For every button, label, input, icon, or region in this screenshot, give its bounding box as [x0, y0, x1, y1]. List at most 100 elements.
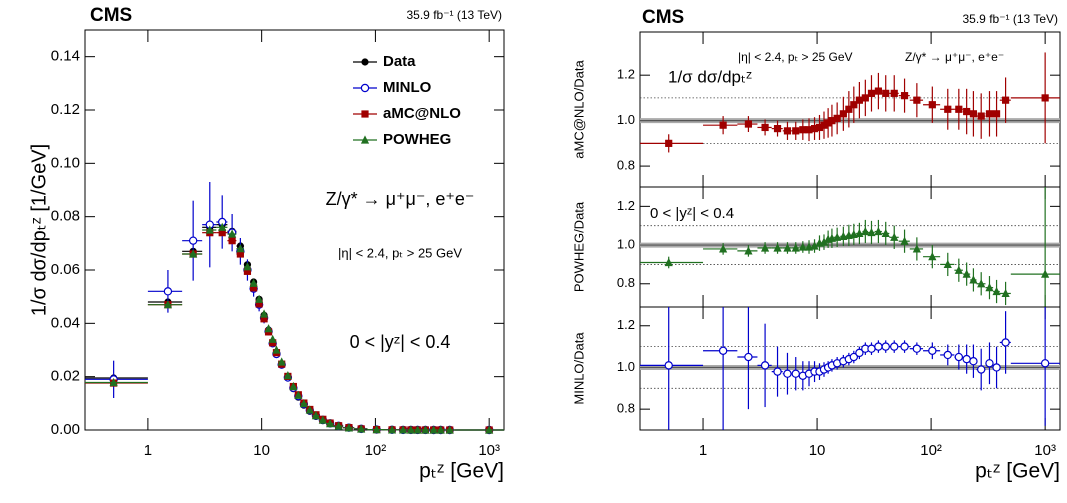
marker [882, 89, 890, 97]
marker [833, 232, 842, 241]
marker [944, 105, 952, 113]
annotation: |η| < 2.4, pₜ > 25 GeV [738, 50, 853, 64]
marker [820, 121, 828, 129]
marker [311, 411, 321, 420]
marker [744, 120, 753, 128]
marker [861, 94, 869, 102]
plot-frame [84, 29, 505, 431]
marker [791, 243, 800, 252]
marker [773, 124, 782, 133]
y-tick-label: 0.12 [51, 101, 80, 118]
marker [264, 324, 273, 333]
legend-marker [360, 83, 370, 93]
marker [855, 96, 863, 104]
marker [773, 367, 782, 376]
y-tick-label: 1.2 [617, 67, 635, 82]
marker [228, 237, 236, 245]
marker [962, 269, 971, 278]
marker [985, 110, 994, 118]
marker [839, 110, 847, 118]
series [85, 182, 504, 435]
marker [798, 242, 807, 251]
marker [954, 352, 964, 362]
marker [372, 425, 381, 434]
y-tick-label: 0.10 [51, 154, 80, 171]
marker [294, 390, 303, 399]
marker [783, 243, 792, 252]
marker [977, 279, 986, 288]
annotation: Z/γ* → μ⁺μ⁻, e⁺e⁻ [326, 189, 475, 209]
marker [867, 227, 876, 237]
legend-label: MINLO [383, 79, 432, 96]
x-tick-label: 1 [699, 442, 707, 459]
marker [861, 226, 870, 236]
marker [406, 425, 415, 434]
marker [243, 267, 252, 275]
marker [890, 232, 899, 241]
marker [188, 236, 198, 245]
y-tick-label: 1.2 [617, 317, 635, 332]
y-tick-label: 0.00 [51, 421, 80, 438]
marker [236, 250, 244, 258]
marker [943, 259, 952, 269]
marker [163, 300, 173, 309]
marker [744, 246, 753, 255]
marker [255, 300, 263, 308]
marker [664, 257, 673, 267]
marker [163, 287, 173, 296]
y-axis-label: POWHEG/Data [571, 201, 586, 292]
marker [249, 278, 258, 287]
marker [250, 284, 258, 292]
marker [874, 226, 883, 236]
marker [791, 369, 800, 378]
marker [943, 350, 952, 360]
series [640, 307, 1060, 430]
marker [243, 262, 252, 271]
marker [985, 283, 994, 292]
marker [255, 294, 264, 303]
marker [969, 357, 978, 366]
marker [436, 425, 445, 434]
annotation: 0 < |yᶻ| < 0.4 [650, 205, 734, 222]
marker [761, 123, 769, 132]
marker [760, 243, 770, 252]
marker [792, 127, 800, 135]
marker [744, 352, 753, 362]
chart-title: CMS [90, 5, 132, 26]
y-tick-label: 0.02 [51, 368, 80, 385]
marker [810, 241, 819, 250]
marker [890, 342, 899, 351]
marker [318, 415, 327, 424]
marker [1001, 96, 1010, 104]
marker [845, 105, 853, 113]
marker [228, 229, 237, 238]
series [640, 187, 1060, 307]
marker [109, 377, 118, 387]
marker [299, 399, 308, 408]
marker [799, 126, 807, 134]
marker [900, 92, 909, 100]
marker [867, 344, 876, 353]
legend-marker [361, 110, 369, 118]
x-axis-label: pₜᶻ [GeV] [975, 460, 1060, 483]
marker [783, 369, 792, 378]
marker [928, 101, 936, 109]
marker [912, 244, 921, 253]
legend-marker [361, 58, 369, 66]
marker [824, 119, 832, 127]
y-axis-label: aMC@NLO/Data [571, 60, 586, 159]
marker [268, 334, 277, 343]
marker [977, 112, 985, 120]
marker [760, 361, 770, 370]
marker [189, 249, 198, 258]
marker [962, 354, 971, 364]
legend-marker [360, 135, 370, 144]
marker [954, 265, 963, 274]
chart-subtitle: 35.9 fb⁻¹ (13 TeV) [407, 8, 503, 22]
annotation: 0 < |yᶻ| < 0.4 [350, 332, 451, 352]
marker [218, 229, 226, 237]
annotation: Z/γ* → μ⁺μ⁻, e⁺e⁻ [905, 50, 1004, 64]
marker [259, 309, 269, 318]
